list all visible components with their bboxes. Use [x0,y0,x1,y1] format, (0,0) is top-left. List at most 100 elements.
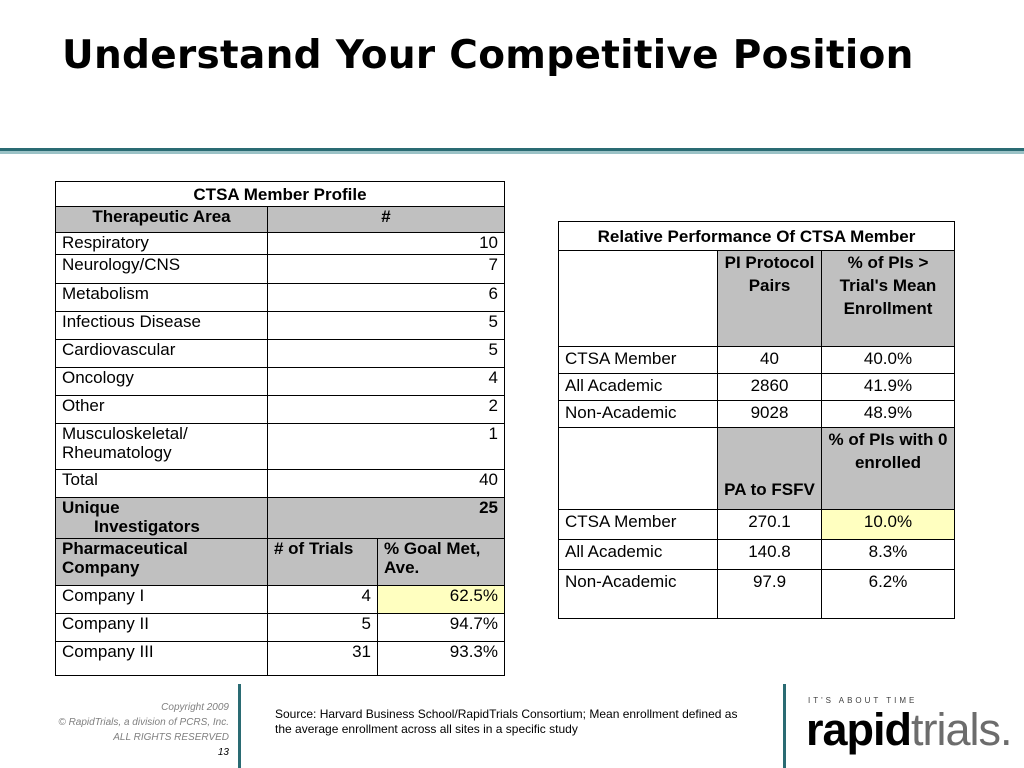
value-cell: 97.9 [717,569,822,619]
column-header-therapeutic-area: Therapeutic Area [55,206,268,233]
group-label-cell: CTSA Member [558,509,718,540]
group-label-cell: CTSA Member [558,346,718,374]
trials-cell: 5 [267,613,378,642]
count-cell: 4 [267,367,505,396]
value-cell: 40 [717,346,822,374]
table-row: Cardiovascular 5 [55,339,505,368]
unique-investigators-label: Unique Investigators [55,497,268,539]
total-label: Total [55,469,268,498]
count-cell: 1 [267,423,505,470]
table-row: Non-Academic 97.9 6.2% [558,569,955,619]
table-row: Company II 5 94.7% [55,613,505,642]
therapeutic-area-cell: Other [55,395,268,424]
footer-divider-left [238,684,241,768]
table-row: Non-Academic 9028 48.9% [558,400,955,428]
value-cell: 6.2% [821,569,955,619]
table-row: All Academic 2860 41.9% [558,373,955,401]
ctsa-member-profile-table: CTSA Member Profile Therapeutic Area # R… [55,181,505,676]
table-caption: CTSA Member Profile [55,181,505,207]
copyright-block: Copyright 2009 © RapidTrials, a division… [58,700,229,760]
table-caption: Relative Performance Of CTSA Member [558,221,955,251]
value-cell-highlighted: 10.0% [821,509,955,540]
group-label-cell: All Academic [558,373,718,401]
logo-word-trials: trials. [911,704,1013,755]
empty-header-cell [558,250,718,347]
count-cell: 7 [267,254,505,284]
column-header-goal-met: % Goal Met, Ave. [377,538,505,586]
unique-label-line1: Unique [62,498,120,517]
table-row-unique-investigators: Unique Investigators 25 [55,497,505,539]
company-cell: Company III [55,641,268,676]
value-cell: 140.8 [717,539,822,570]
source-note: Source: Harvard Business School/RapidTri… [275,707,738,736]
therapeutic-area-cell: Metabolism [55,283,268,312]
rights-reserved: ALL RIGHTS RESERVED [113,732,229,743]
count-cell: 6 [267,283,505,312]
group-label-cell: All Academic [558,539,718,570]
page-title: Understand Your Competitive Position [62,33,914,78]
column-header-pi-protocol-pairs: PI Protocol Pairs [717,250,822,347]
rapidtrials-logo: IT'S ABOUT TIME rapidtrials. [806,696,1013,756]
table-row-total: Total 40 [55,469,505,498]
therapeutic-area-cell: Infectious Disease [55,311,268,340]
logo-wordmark: rapidtrials. [806,704,1013,755]
table-row: Infectious Disease 5 [55,311,505,340]
table-row: CTSA Member 40 40.0% [558,346,955,374]
count-cell: 2 [267,395,505,424]
unique-investigators-count: 25 [267,497,505,539]
copyright-year: Copyright 2009 [161,702,229,713]
value-cell: 48.9% [821,400,955,428]
relative-performance-table: Relative Performance Of CTSA Member PI P… [558,221,955,619]
value-cell: 8.3% [821,539,955,570]
title-divider [0,148,1024,151]
table-row: All Academic 140.8 8.3% [558,539,955,570]
table-row: Musculoskeletal/ Rheumatology 1 [55,423,505,470]
total-count: 40 [267,469,505,498]
pharma-header-row: Pharmaceutical Company # of Trials % Goa… [55,538,505,586]
table-row: Oncology 4 [55,367,505,396]
table-row: Company III 31 93.3% [55,641,505,676]
therapeutic-area-cell: Oncology [55,367,268,396]
title-divider-shadow [0,151,1024,154]
value-cell: 41.9% [821,373,955,401]
trials-cell: 4 [267,585,378,614]
therapeutic-area-cell: Respiratory [55,232,268,255]
empty-header-cell [558,427,718,510]
column-header-pct-zero-enrolled: % of PIs with 0 enrolled [821,427,955,510]
table-row: Respiratory 10 [55,232,505,255]
goal-cell: 93.3% [377,641,505,676]
group-label-cell: Non-Academic [558,569,718,619]
logo-word-rapid: rapid [806,704,912,755]
count-cell: 5 [267,311,505,340]
logo-tagline: IT'S ABOUT TIME [808,696,918,705]
footer-divider-right [783,684,786,768]
table-row: Neurology/CNS 7 [55,254,505,284]
column-header-pa-to-fsfv: PA to FSFV [717,427,822,510]
goal-cell: 94.7% [377,613,505,642]
table-row: Other 2 [55,395,505,424]
value-cell: 9028 [717,400,822,428]
column-header-count: # [267,206,505,233]
count-cell: 5 [267,339,505,368]
therapeutic-area-cell: Neurology/CNS [55,254,268,284]
therapeutic-area-cell: Cardiovascular [55,339,268,368]
value-cell: 40.0% [821,346,955,374]
column-header-pharma-company: Pharmaceutical Company [55,538,268,586]
unique-label-line2: Investigators [94,517,200,536]
value-cell: 270.1 [717,509,822,540]
count-cell: 10 [267,232,505,255]
value-cell: 2860 [717,373,822,401]
column-header-pct-above-mean: % of PIs > Trial's Mean Enrollment [821,250,955,347]
table-row: CTSA Member 270.1 10.0% [558,509,955,540]
page-number: 13 [217,747,229,758]
table-row: Company I 4 62.5% [55,585,505,614]
performance-header-row-2: PA to FSFV % of PIs with 0 enrolled [558,427,955,510]
copyright-company: © RapidTrials, a division of PCRS, Inc. [58,717,229,728]
company-cell: Company II [55,613,268,642]
goal-cell-highlighted: 62.5% [377,585,505,614]
table-row: Metabolism 6 [55,283,505,312]
trials-cell: 31 [267,641,378,676]
group-label-cell: Non-Academic [558,400,718,428]
therapeutic-area-cell: Musculoskeletal/ Rheumatology [55,423,268,470]
company-cell: Company I [55,585,268,614]
